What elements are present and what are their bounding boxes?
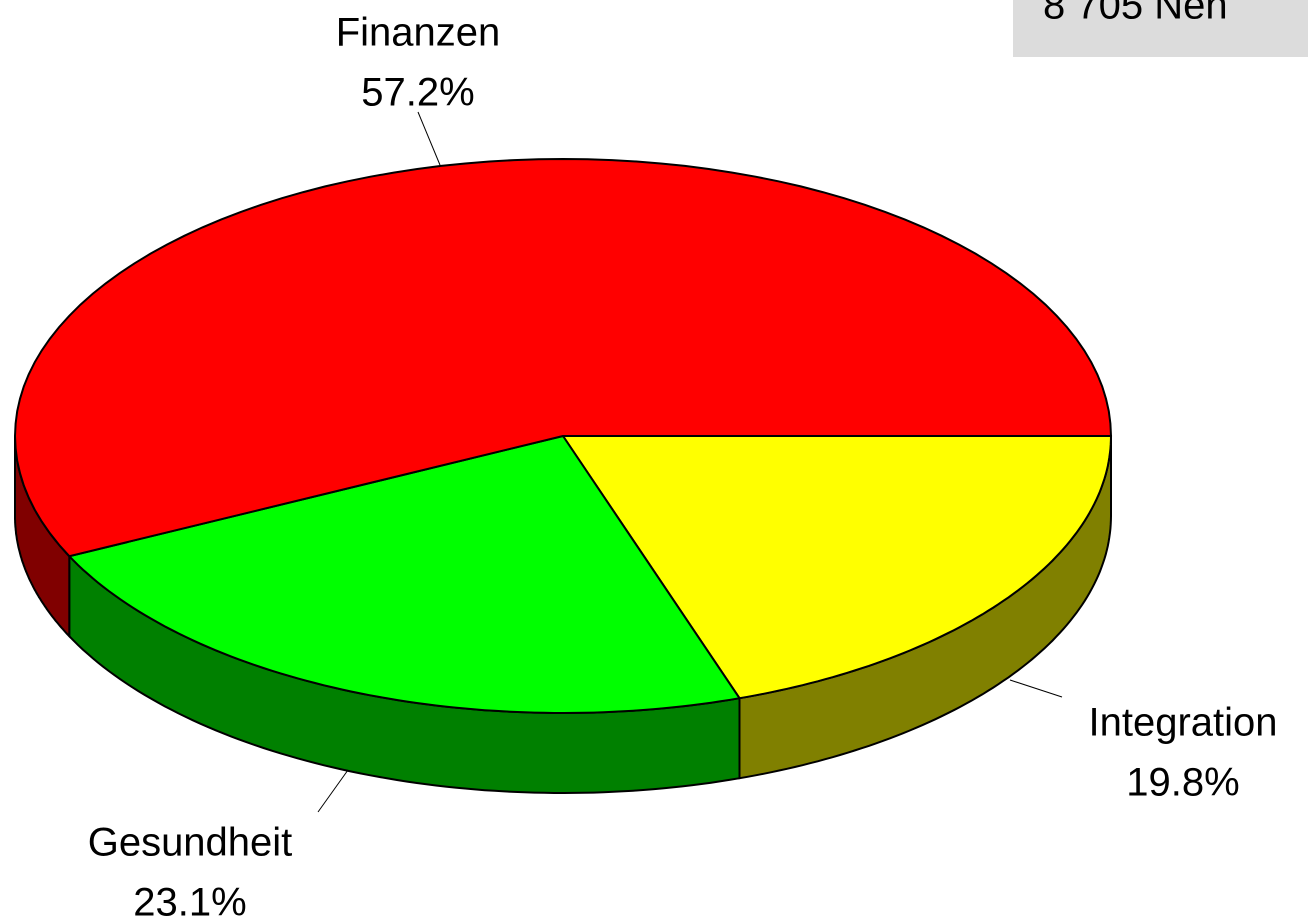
- slice-label: Gesundheit: [88, 821, 293, 865]
- value-label: 19.8%: [1126, 761, 1239, 805]
- slice-label: Integration: [1088, 701, 1277, 745]
- value-label: 23.1%: [133, 881, 246, 923]
- subtitle: 8 705 Nen: [1043, 0, 1228, 28]
- subtitle-box: [1013, 0, 1308, 57]
- leader-line: [317, 769, 349, 813]
- slice-label: Finanzen: [336, 11, 501, 55]
- leader-line: [1009, 679, 1063, 698]
- value-label: 57.2%: [361, 71, 474, 115]
- slice: [13, 157, 1113, 558]
- slice: [561, 435, 1113, 700]
- slice: [67, 434, 742, 714]
- leader-line: [417, 111, 441, 166]
